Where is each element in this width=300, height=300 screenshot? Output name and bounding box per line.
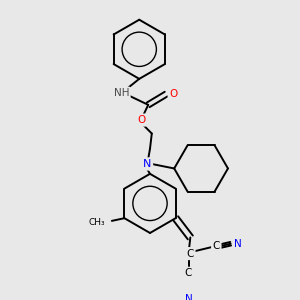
Text: C: C [187, 249, 194, 259]
Text: N: N [234, 239, 242, 249]
Text: NH: NH [114, 88, 129, 98]
Text: CH₃: CH₃ [88, 218, 105, 227]
Text: C: C [213, 242, 220, 251]
Text: N: N [185, 294, 192, 300]
Text: C: C [185, 268, 192, 278]
Text: O: O [169, 89, 177, 99]
Text: O: O [137, 115, 145, 125]
Text: N: N [143, 159, 152, 169]
